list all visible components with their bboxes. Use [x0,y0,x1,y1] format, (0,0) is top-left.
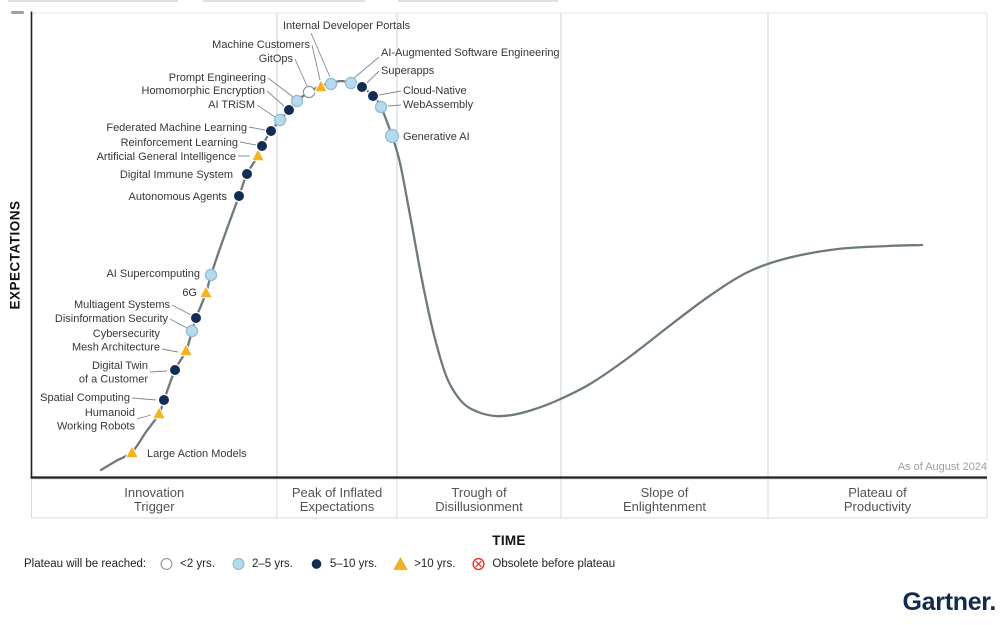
legend-item-5_10: 5–10 yrs. [309,557,377,571]
marker-digital-twin-of-a-customer [169,364,180,375]
leader-spatial-computing [132,398,156,400]
leader-multiagent-systems [172,305,191,315]
legend-item-obsolete: Obsolete before plateau [471,557,615,571]
leader-reinforcement-learning [240,142,256,145]
legend-icon-wrap-obsolete [471,557,486,571]
phase-label-peak-of-inflated-expectations: Peak of InflatedExpectations [292,485,382,514]
legend-label-2_5: 2–5 yrs. [252,558,293,570]
label-gitops: GitOps [259,53,294,65]
leader-ai-trism [257,105,275,117]
legend-label-obsolete: Obsolete before plateau [492,558,615,570]
legend-icon-5_10 [309,557,324,571]
legend-label-gt10: >10 yrs. [414,558,455,570]
marker-federated-machine-learning [265,125,276,136]
marker-ai-augmented-software-engineering [345,77,356,88]
legend-icon-lt2 [159,557,174,571]
marker-homomorphic-encryption [283,104,294,115]
leader-gitops [295,59,307,86]
leader-cybersecurity-mesh-architecture [162,349,178,352]
marker-webassembly [375,101,386,112]
phase-label-slope-of-enlightenment: Slope ofEnlightenment [623,485,706,514]
marker-gitops [303,86,314,97]
marker-generative-ai [386,130,399,143]
legend-label-lt2: <2 yrs. [180,558,215,570]
phase-label-plateau-of-productivity: Plateau ofProductivity [844,485,912,514]
marker-spatial-computing [158,394,169,405]
leader-humanoid-working-robots [137,415,151,419]
marker-prompt-engineering [291,95,302,106]
phase-label-innovation-trigger: InnovationTrigger [124,485,184,514]
label-federated-machine-learning: Federated Machine Learning [106,122,247,134]
marker-disinformation-security [186,325,197,336]
legend-item-2_5: 2–5 yrs. [231,557,293,571]
legend-icon-gt10 [393,557,408,571]
legend-icon-wrap-5_10 [309,557,324,571]
label-machine-customers: Machine Customers [212,39,310,51]
label-humanoid-working-robots: HumanoidWorking Robots [57,407,136,433]
marker-cloud-native [367,90,378,101]
label-multiagent-systems: Multiagent Systems [74,299,170,311]
marker-ai-trism [274,114,285,125]
label-large-action-models: Large Action Models [147,448,247,460]
marker-reinforcement-learning [256,140,267,151]
legend-icon-wrap-lt2 [159,557,174,571]
gartner-logo: Gartner. [903,588,996,617]
marker-superapps [356,81,367,92]
marker-digital-immune-system [241,168,252,179]
marker-6g [200,286,213,298]
marker-autonomous-agents [233,190,244,201]
label-digital-immune-system: Digital Immune System [120,169,233,181]
label-reinforcement-learning: Reinforcement Learning [121,137,238,149]
legend-item-gt10: >10 yrs. [393,557,455,571]
leader-cloud-native [379,91,401,95]
label-homomorphic-encryption: Homomorphic Encryption [142,85,266,97]
legend-icon-2_5 [231,557,246,571]
marker-cybersecurity-mesh-architecture [180,344,193,356]
legend-label-5_10: 5–10 yrs. [330,558,377,570]
label-6g: 6G [182,287,197,299]
legend-icon-wrap-gt10 [393,557,408,571]
phase-label-trough-of-disillusionment: Trough ofDisillusionment [435,485,523,514]
legend-icon-wrap-2_5 [231,557,246,571]
legend-title: Plateau will be reached: [24,558,146,570]
label-internal-developer-portals: Internal Developer Portals [283,20,411,32]
label-webassembly: WebAssembly [403,99,474,111]
label-prompt-engineering: Prompt Engineering [169,72,266,84]
label-ai-supercomputing: AI Supercomputing [106,268,200,280]
legend: Plateau will be reached: <2 yrs. 2–5 yrs.… [24,557,631,571]
marker-internal-developer-portals [325,78,336,89]
label-autonomous-agents: Autonomous Agents [129,191,228,203]
leader-federated-machine-learning [249,127,265,130]
hype-cycle-plot: InnovationTrigger Peak of InflatedExpecta… [0,0,1003,625]
label-ai-trism: AI TRiSM [208,99,255,111]
leader-superapps [367,71,379,83]
hype-cycle-chart: EXPECTATIONS TIME As of August 2024 Inno… [0,0,1003,625]
label-disinformation-security: Disinformation Security [55,313,169,325]
label-spatial-computing: Spatial Computing [40,392,130,404]
leader-disinformation-security [170,319,187,328]
leader-homomorphic-encryption [267,91,284,106]
label-superapps: Superapps [381,65,435,77]
leader-prompt-engineering [268,78,293,97]
legend-icon-obsolete [471,557,486,571]
label-generative-ai: Generative AI [403,131,470,143]
marker-ai-supercomputing [205,269,216,280]
label-ai-augmented-software-engineering: AI-Augmented Software Engineering [381,47,560,59]
marker-multiagent-systems [190,312,201,323]
legend-item-lt2: <2 yrs. [159,557,215,571]
leader-digital-twin-of-a-customer [150,371,167,372]
marker-humanoid-working-robots [153,407,166,419]
label-digital-twin-of-a-customer: Digital Twinof a Customer [79,360,148,386]
label-cloud-native: Cloud-Native [403,85,467,97]
label-cybersecurity-mesh-architecture: CybersecurityMesh Architecture [72,328,161,354]
leader-webassembly [388,105,401,106]
label-artificial-general-intelligence: Artificial General Intelligence [97,151,236,163]
